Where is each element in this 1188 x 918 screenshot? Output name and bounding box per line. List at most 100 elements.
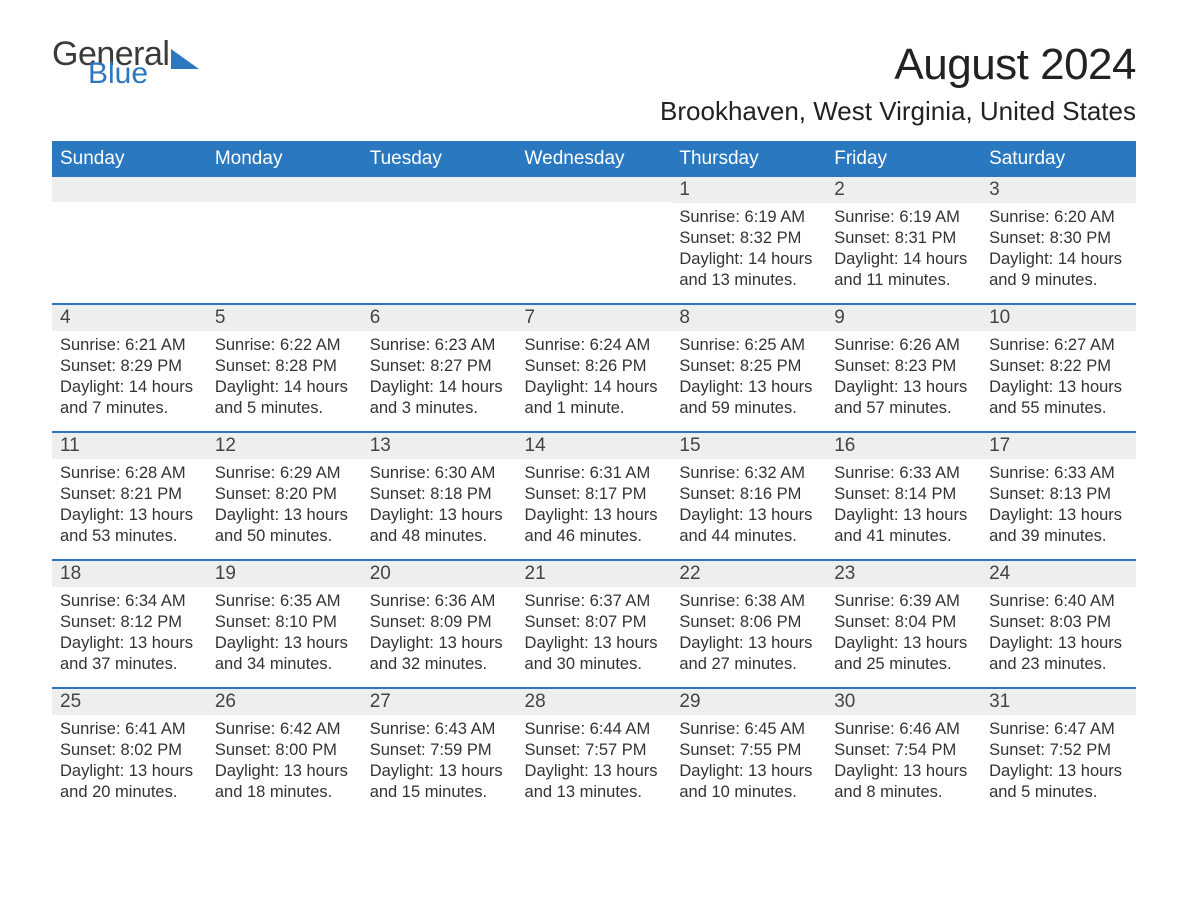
- sunset-line: Sunset: 7:55 PM: [679, 740, 818, 761]
- day-cell-26: 26Sunrise: 6:42 AMSunset: 8:00 PMDayligh…: [207, 687, 362, 815]
- sunrise-line: Sunrise: 6:20 AM: [989, 207, 1128, 228]
- day-number: 12: [207, 431, 362, 459]
- day-cell-19: 19Sunrise: 6:35 AMSunset: 8:10 PMDayligh…: [207, 559, 362, 687]
- sunrise-line: Sunrise: 6:33 AM: [989, 463, 1128, 484]
- weekday-wednesday: Wednesday: [517, 142, 672, 175]
- day-details: Sunrise: 6:25 AMSunset: 8:25 PMDaylight:…: [671, 331, 826, 421]
- sunset-line: Sunset: 8:25 PM: [679, 356, 818, 377]
- daylight-line: Daylight: 14 hours and 11 minutes.: [834, 249, 973, 291]
- calendar-row: 11Sunrise: 6:28 AMSunset: 8:21 PMDayligh…: [52, 431, 1136, 559]
- daylight-line: Daylight: 13 hours and 50 minutes.: [215, 505, 354, 547]
- sunrise-line: Sunrise: 6:19 AM: [834, 207, 973, 228]
- sunset-line: Sunset: 8:20 PM: [215, 484, 354, 505]
- day-number: 4: [52, 303, 207, 331]
- day-number: 18: [52, 559, 207, 587]
- day-details: Sunrise: 6:41 AMSunset: 8:02 PMDaylight:…: [52, 715, 207, 805]
- day-cell-27: 27Sunrise: 6:43 AMSunset: 7:59 PMDayligh…: [362, 687, 517, 815]
- day-number: 31: [981, 687, 1136, 715]
- weekday-header-row: SundayMondayTuesdayWednesdayThursdayFrid…: [52, 142, 1136, 175]
- day-cell-28: 28Sunrise: 6:44 AMSunset: 7:57 PMDayligh…: [517, 687, 672, 815]
- day-number-bar: [362, 175, 517, 202]
- sunrise-line: Sunrise: 6:23 AM: [370, 335, 509, 356]
- sunset-line: Sunset: 8:23 PM: [834, 356, 973, 377]
- weekday-friday: Friday: [826, 142, 981, 175]
- day-details: Sunrise: 6:28 AMSunset: 8:21 PMDaylight:…: [52, 459, 207, 549]
- day-cell-16: 16Sunrise: 6:33 AMSunset: 8:14 PMDayligh…: [826, 431, 981, 559]
- sunset-line: Sunset: 8:32 PM: [679, 228, 818, 249]
- day-details: Sunrise: 6:43 AMSunset: 7:59 PMDaylight:…: [362, 715, 517, 805]
- daylight-line: Daylight: 13 hours and 5 minutes.: [989, 761, 1128, 803]
- sunrise-line: Sunrise: 6:42 AM: [215, 719, 354, 740]
- day-details: Sunrise: 6:31 AMSunset: 8:17 PMDaylight:…: [517, 459, 672, 549]
- day-cell-24: 24Sunrise: 6:40 AMSunset: 8:03 PMDayligh…: [981, 559, 1136, 687]
- day-cell-9: 9Sunrise: 6:26 AMSunset: 8:23 PMDaylight…: [826, 303, 981, 431]
- daylight-line: Daylight: 13 hours and 20 minutes.: [60, 761, 199, 803]
- day-details: Sunrise: 6:30 AMSunset: 8:18 PMDaylight:…: [362, 459, 517, 549]
- sunrise-line: Sunrise: 6:46 AM: [834, 719, 973, 740]
- daylight-line: Daylight: 13 hours and 34 minutes.: [215, 633, 354, 675]
- weekday-tuesday: Tuesday: [362, 142, 517, 175]
- day-cell-12: 12Sunrise: 6:29 AMSunset: 8:20 PMDayligh…: [207, 431, 362, 559]
- day-number: 30: [826, 687, 981, 715]
- day-number: 16: [826, 431, 981, 459]
- day-number: 24: [981, 559, 1136, 587]
- sunrise-line: Sunrise: 6:34 AM: [60, 591, 199, 612]
- sunset-line: Sunset: 8:14 PM: [834, 484, 973, 505]
- sunset-line: Sunset: 8:27 PM: [370, 356, 509, 377]
- day-cell-23: 23Sunrise: 6:39 AMSunset: 8:04 PMDayligh…: [826, 559, 981, 687]
- sunrise-line: Sunrise: 6:21 AM: [60, 335, 199, 356]
- sunset-line: Sunset: 8:28 PM: [215, 356, 354, 377]
- sunset-line: Sunset: 8:31 PM: [834, 228, 973, 249]
- day-details: Sunrise: 6:32 AMSunset: 8:16 PMDaylight:…: [671, 459, 826, 549]
- day-number: 29: [671, 687, 826, 715]
- daylight-line: Daylight: 13 hours and 41 minutes.: [834, 505, 973, 547]
- sunset-line: Sunset: 7:54 PM: [834, 740, 973, 761]
- daylight-line: Daylight: 13 hours and 48 minutes.: [370, 505, 509, 547]
- daylight-line: Daylight: 14 hours and 3 minutes.: [370, 377, 509, 419]
- calendar-table: SundayMondayTuesdayWednesdayThursdayFrid…: [52, 141, 1136, 815]
- day-cell-7: 7Sunrise: 6:24 AMSunset: 8:26 PMDaylight…: [517, 303, 672, 431]
- day-details: Sunrise: 6:42 AMSunset: 8:00 PMDaylight:…: [207, 715, 362, 805]
- day-details: Sunrise: 6:39 AMSunset: 8:04 PMDaylight:…: [826, 587, 981, 677]
- daylight-line: Daylight: 13 hours and 37 minutes.: [60, 633, 199, 675]
- day-cell-21: 21Sunrise: 6:37 AMSunset: 8:07 PMDayligh…: [517, 559, 672, 687]
- day-cell-31: 31Sunrise: 6:47 AMSunset: 7:52 PMDayligh…: [981, 687, 1136, 815]
- day-number-bar: [517, 175, 672, 202]
- day-details: Sunrise: 6:20 AMSunset: 8:30 PMDaylight:…: [981, 203, 1136, 293]
- sunrise-line: Sunrise: 6:19 AM: [679, 207, 818, 228]
- sunrise-line: Sunrise: 6:47 AM: [989, 719, 1128, 740]
- sunrise-line: Sunrise: 6:37 AM: [525, 591, 664, 612]
- sunrise-line: Sunrise: 6:24 AM: [525, 335, 664, 356]
- daylight-line: Daylight: 13 hours and 10 minutes.: [679, 761, 818, 803]
- sunset-line: Sunset: 8:18 PM: [370, 484, 509, 505]
- daylight-line: Daylight: 13 hours and 25 minutes.: [834, 633, 973, 675]
- sunset-line: Sunset: 8:04 PM: [834, 612, 973, 633]
- sunrise-line: Sunrise: 6:40 AM: [989, 591, 1128, 612]
- sunset-line: Sunset: 8:12 PM: [60, 612, 199, 633]
- day-number: 10: [981, 303, 1136, 331]
- day-details: Sunrise: 6:24 AMSunset: 8:26 PMDaylight:…: [517, 331, 672, 421]
- month-title: August 2024: [894, 40, 1136, 90]
- logo-blue-text: Blue: [88, 61, 199, 87]
- day-details: Sunrise: 6:46 AMSunset: 7:54 PMDaylight:…: [826, 715, 981, 805]
- day-number: 15: [671, 431, 826, 459]
- daylight-line: Daylight: 13 hours and 39 minutes.: [989, 505, 1128, 547]
- day-number: 5: [207, 303, 362, 331]
- daylight-line: Daylight: 13 hours and 53 minutes.: [60, 505, 199, 547]
- empty-cell: [207, 175, 362, 303]
- empty-cell: [362, 175, 517, 303]
- day-cell-22: 22Sunrise: 6:38 AMSunset: 8:06 PMDayligh…: [671, 559, 826, 687]
- calendar-row: 18Sunrise: 6:34 AMSunset: 8:12 PMDayligh…: [52, 559, 1136, 687]
- calendar-row: 1Sunrise: 6:19 AMSunset: 8:32 PMDaylight…: [52, 175, 1136, 303]
- day-number: 11: [52, 431, 207, 459]
- day-number: 19: [207, 559, 362, 587]
- sunset-line: Sunset: 8:00 PM: [215, 740, 354, 761]
- header-row: General Blue August 2024: [52, 40, 1136, 90]
- day-details: Sunrise: 6:27 AMSunset: 8:22 PMDaylight:…: [981, 331, 1136, 421]
- sunrise-line: Sunrise: 6:28 AM: [60, 463, 199, 484]
- daylight-line: Daylight: 14 hours and 9 minutes.: [989, 249, 1128, 291]
- weekday-thursday: Thursday: [671, 142, 826, 175]
- day-cell-13: 13Sunrise: 6:30 AMSunset: 8:18 PMDayligh…: [362, 431, 517, 559]
- day-cell-8: 8Sunrise: 6:25 AMSunset: 8:25 PMDaylight…: [671, 303, 826, 431]
- day-number: 26: [207, 687, 362, 715]
